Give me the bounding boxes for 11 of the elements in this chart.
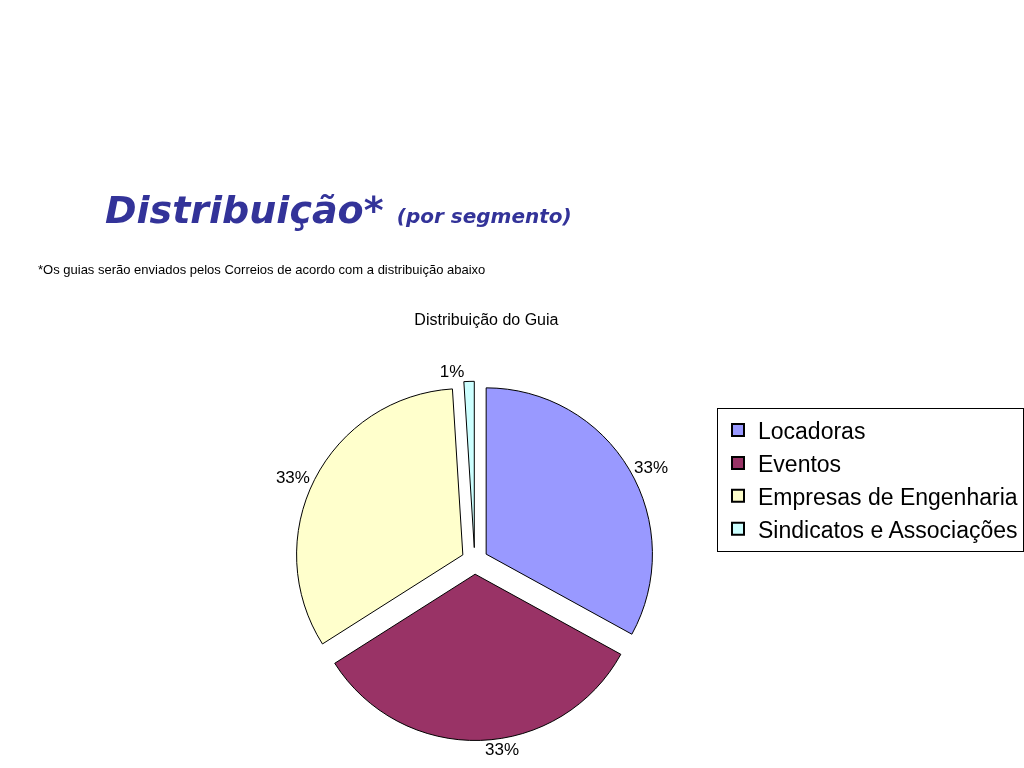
legend-label: Empresas de Engenharia bbox=[758, 483, 1018, 510]
data-label: 1% bbox=[439, 362, 465, 382]
chart-subtitle: Distribuição* (por segmento) bbox=[105, 188, 572, 232]
legend-label: Sindicatos e Associações bbox=[758, 516, 1018, 543]
legend-label: Eventos bbox=[758, 450, 842, 477]
legend-label: Locadoras bbox=[758, 418, 866, 445]
text: *Os guias serão enviados pelos Correios de acordo com a distribuição abaixo bbox=[38, 262, 486, 277]
data-label: 33% bbox=[634, 457, 669, 477]
chart-title: Distribuição do Guia bbox=[414, 311, 559, 329]
data-label: 33% bbox=[485, 740, 520, 760]
data-label: 33% bbox=[275, 467, 310, 487]
